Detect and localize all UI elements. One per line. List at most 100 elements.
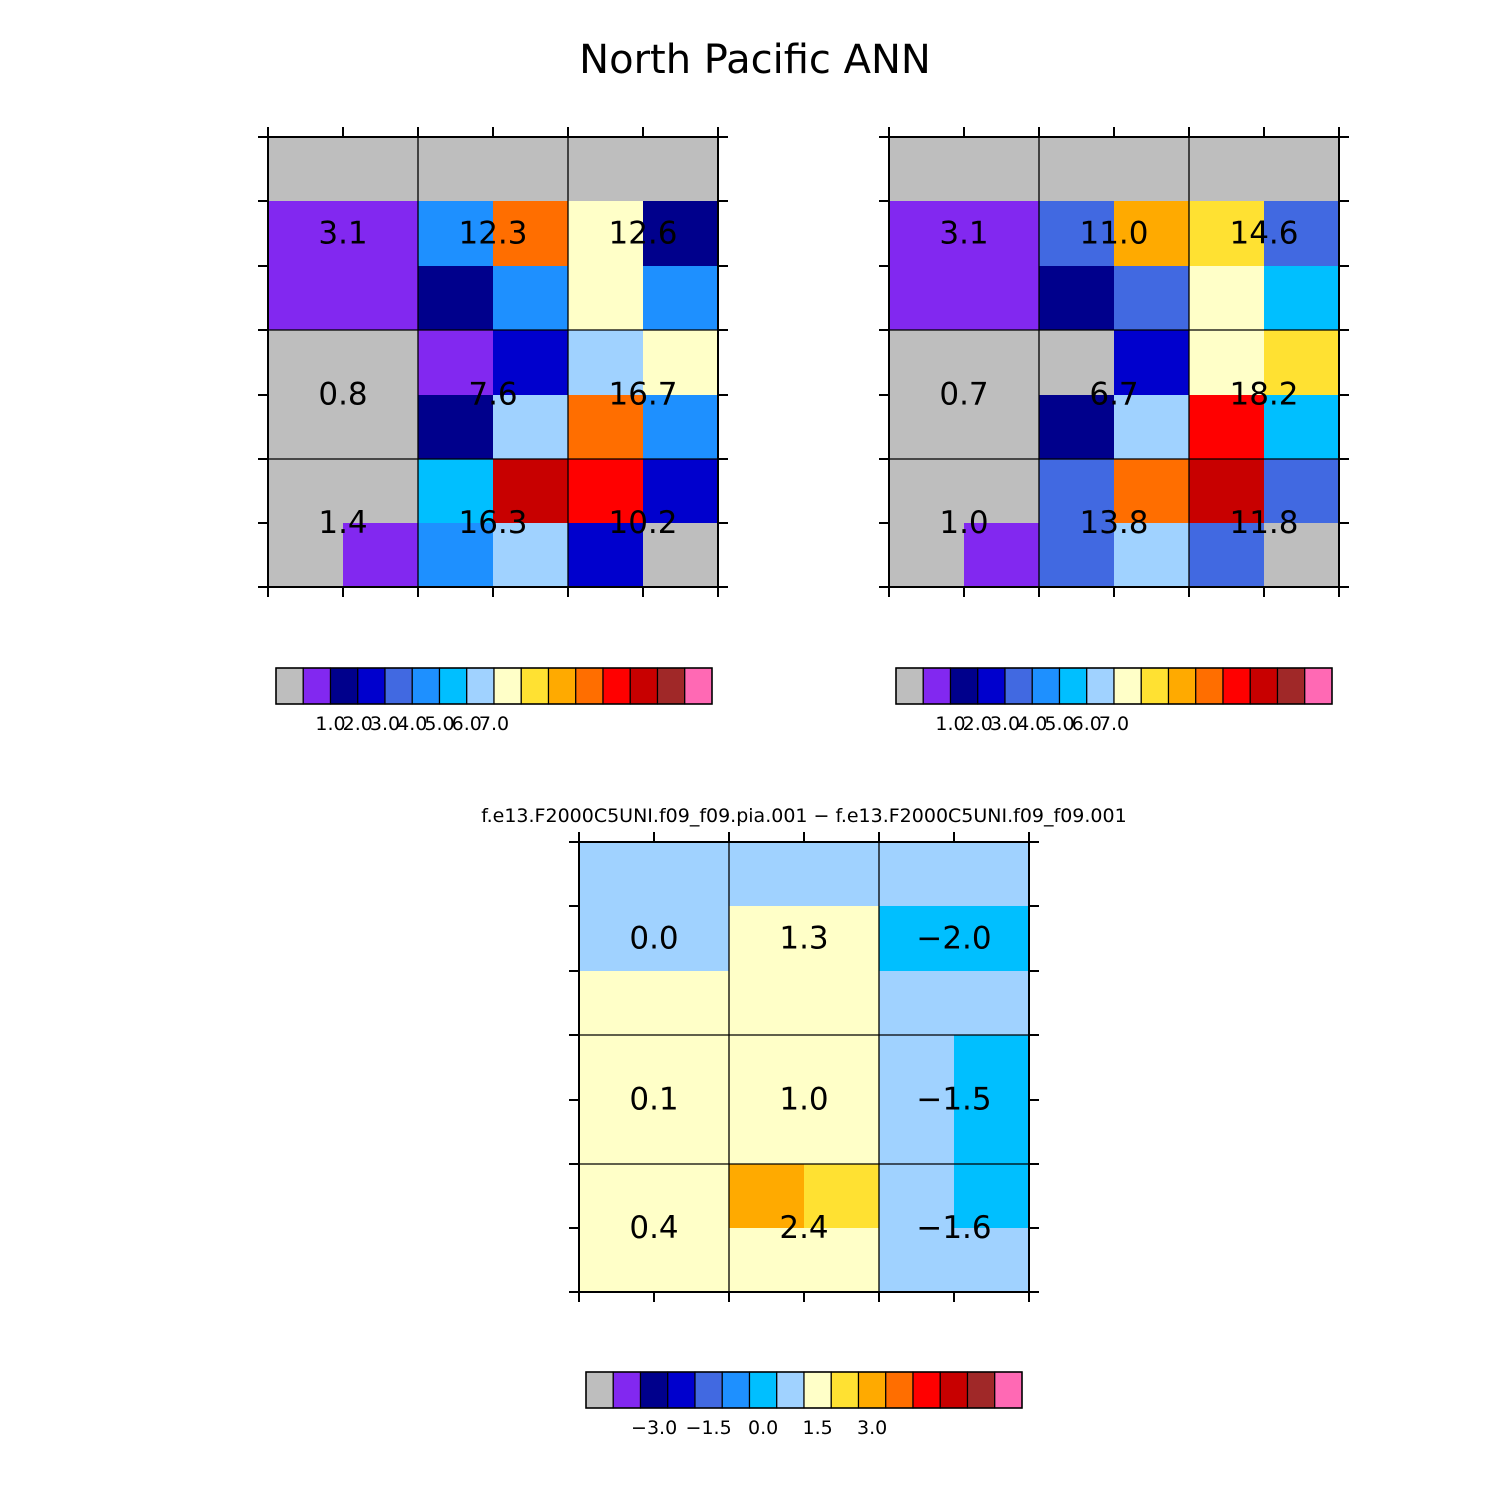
heatmap-cell xyxy=(954,906,1030,972)
heatmap-cell xyxy=(804,1164,880,1229)
heatmap-cell xyxy=(879,1100,955,1165)
colorbar-swatch xyxy=(411,667,441,705)
heatmap-cell xyxy=(579,906,655,972)
heatmap-cell xyxy=(1039,459,1115,524)
heatmap-cell xyxy=(1189,523,1265,588)
heatmap-cell xyxy=(889,523,965,588)
heatmap-cell xyxy=(729,1164,805,1229)
heatmap-cell xyxy=(418,395,494,460)
heatmap-cell xyxy=(889,395,965,460)
group-value-label: 11.8 xyxy=(1229,505,1298,541)
colorbar-swatch xyxy=(966,1371,996,1409)
colorbar-swatch xyxy=(803,1371,832,1409)
group-value-label: 18.2 xyxy=(1229,377,1298,413)
group-value-label: 12.3 xyxy=(458,216,527,252)
heatmap-cell xyxy=(954,842,1030,907)
group-value-label: −1.6 xyxy=(916,1210,991,1246)
colorbar-swatch xyxy=(922,667,952,705)
colorbar-swatch xyxy=(667,1371,696,1409)
heatmap-cell xyxy=(1114,330,1190,396)
heatmap-cell xyxy=(889,459,965,524)
heatmap-cell xyxy=(1264,266,1340,331)
heatmap-cell xyxy=(1264,201,1340,267)
heatmap-cell xyxy=(493,137,569,202)
colorbar-tick-label: 3.0 xyxy=(857,1417,887,1439)
heatmap-cell xyxy=(343,459,419,524)
group-value-label: 1.0 xyxy=(779,1082,828,1118)
heatmap-cell xyxy=(654,842,730,907)
heatmap-cell xyxy=(418,266,494,331)
heatmap-cell xyxy=(654,1164,730,1229)
heatmap-cell xyxy=(729,971,805,1036)
heatmap-cell xyxy=(879,1035,955,1101)
group-value-label: 16.3 xyxy=(458,505,527,541)
heatmap-cell xyxy=(643,201,719,267)
heatmap-cell xyxy=(804,1035,880,1101)
colorbar-tick-label: 1.0 xyxy=(315,713,345,735)
colorbar-swatch xyxy=(1058,667,1088,705)
heatmap-cell xyxy=(964,330,1040,396)
colorbar-swatch xyxy=(1249,667,1279,705)
heatmap-cell xyxy=(889,266,965,331)
heatmap-cell xyxy=(1039,330,1115,396)
group-value-label: −2.0 xyxy=(916,921,991,957)
colorbar-swatch xyxy=(384,667,413,705)
heatmap-cell xyxy=(493,523,569,588)
heatmap-cell xyxy=(1114,201,1190,267)
colorbar-swatch xyxy=(575,667,604,705)
heatmap-cell xyxy=(568,459,644,524)
colorbar-swatch xyxy=(520,667,550,705)
page-title: North Pacific ANN xyxy=(579,37,931,83)
colorbar-swatch xyxy=(1140,667,1170,705)
colorbar-swatch xyxy=(357,667,386,705)
colorbar-tick-label: 7.0 xyxy=(479,713,509,735)
heatmap-cell xyxy=(1189,266,1265,331)
heatmap-cell xyxy=(889,137,965,202)
heatmap-cell xyxy=(1114,137,1190,202)
colorbar-swatch xyxy=(629,667,659,705)
colorbar-swatch xyxy=(694,1371,723,1409)
heatmap-cell xyxy=(964,459,1040,524)
heatmap-cell xyxy=(493,201,569,267)
colorbar-swatch xyxy=(585,1371,614,1409)
colorbar-swatch xyxy=(977,667,1006,705)
heatmap-cell xyxy=(1264,330,1340,396)
colorbar-swatch xyxy=(1222,667,1251,705)
heatmap-cell xyxy=(1189,137,1265,202)
group-value-label: 1.4 xyxy=(318,505,367,541)
heatmap-cell xyxy=(964,266,1040,331)
group-value-label: 3.1 xyxy=(939,216,988,252)
heatmap-cell xyxy=(418,330,494,396)
heatmap-cell xyxy=(493,459,569,524)
heatmap-cell xyxy=(654,906,730,972)
heatmap-cell xyxy=(579,1228,655,1293)
colorbar-frame xyxy=(895,667,1333,705)
colorbar-swatch xyxy=(547,667,577,705)
colorbar-swatch xyxy=(302,667,332,705)
heatmap-cell xyxy=(1039,523,1115,588)
heatmap-cell xyxy=(964,523,1040,588)
heatmap-cell xyxy=(964,137,1040,202)
group-value-label: 0.4 xyxy=(629,1210,678,1246)
group-value-label: 6.7 xyxy=(1089,377,1138,413)
colorbar-tick-label: 2.0 xyxy=(343,713,373,735)
colorbar-frame xyxy=(585,1371,1023,1409)
heatmap-cell xyxy=(343,201,419,267)
colorbar-swatch xyxy=(949,667,979,705)
heatmap-cell xyxy=(1264,523,1340,588)
colorbar-swatch xyxy=(885,1371,914,1409)
heatmap-cell xyxy=(418,459,494,524)
group-value-label: 14.6 xyxy=(1229,216,1298,252)
heatmap-cell xyxy=(1189,201,1265,267)
heatmap-cell xyxy=(804,1228,880,1293)
group-value-label: 3.1 xyxy=(318,216,367,252)
heatmap-cell xyxy=(1189,459,1265,524)
colorbar-swatch xyxy=(721,1371,751,1409)
heatmap-cell xyxy=(568,523,644,588)
heatmap-cell xyxy=(954,971,1030,1036)
heatmap-cell xyxy=(954,1100,1030,1165)
group-value-label: 2.4 xyxy=(779,1210,828,1246)
colorbar-swatch xyxy=(994,1371,1023,1409)
heatmap-cell xyxy=(268,330,344,396)
colorbar-swatch xyxy=(438,667,468,705)
